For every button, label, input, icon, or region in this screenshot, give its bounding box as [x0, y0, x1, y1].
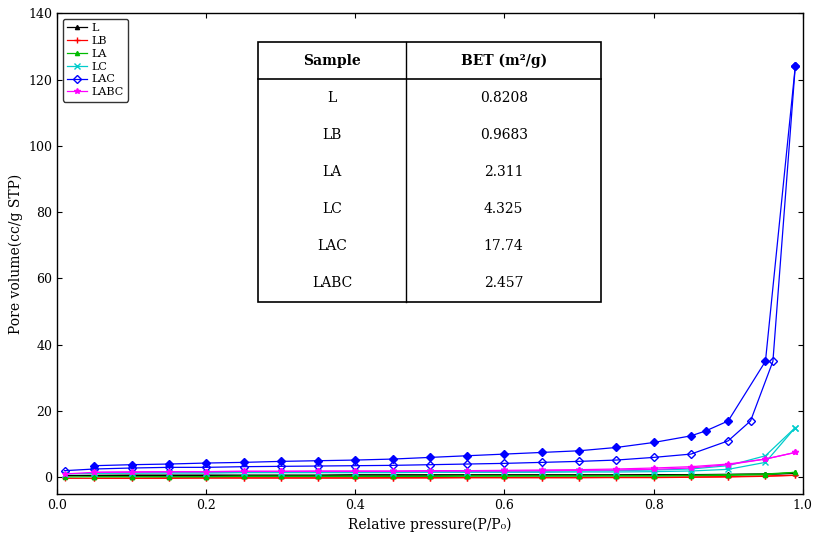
Text: 2.311: 2.311: [484, 165, 524, 179]
Text: 0.9683: 0.9683: [479, 128, 528, 142]
Text: 0.8208: 0.8208: [479, 91, 528, 105]
Text: Sample: Sample: [303, 53, 361, 68]
Y-axis label: Pore volume(cc/g STP): Pore volume(cc/g STP): [8, 173, 23, 334]
Text: LA: LA: [323, 165, 342, 179]
Text: LAC: LAC: [317, 239, 347, 253]
Text: 17.74: 17.74: [484, 239, 524, 253]
Text: L: L: [328, 91, 337, 105]
Legend: L, LB, LA, LC, LAC, LABC: L, LB, LA, LC, LAC, LABC: [62, 19, 128, 102]
Bar: [259, 42, 602, 302]
X-axis label: Relative pressure(P/P₀): Relative pressure(P/P₀): [348, 517, 511, 532]
Text: 2.457: 2.457: [484, 276, 524, 290]
Text: LB: LB: [323, 128, 342, 142]
Text: LABC: LABC: [312, 276, 352, 290]
Text: 4.325: 4.325: [484, 202, 523, 216]
Text: BET (m²/g): BET (m²/g): [461, 53, 547, 68]
Text: LC: LC: [323, 202, 342, 216]
